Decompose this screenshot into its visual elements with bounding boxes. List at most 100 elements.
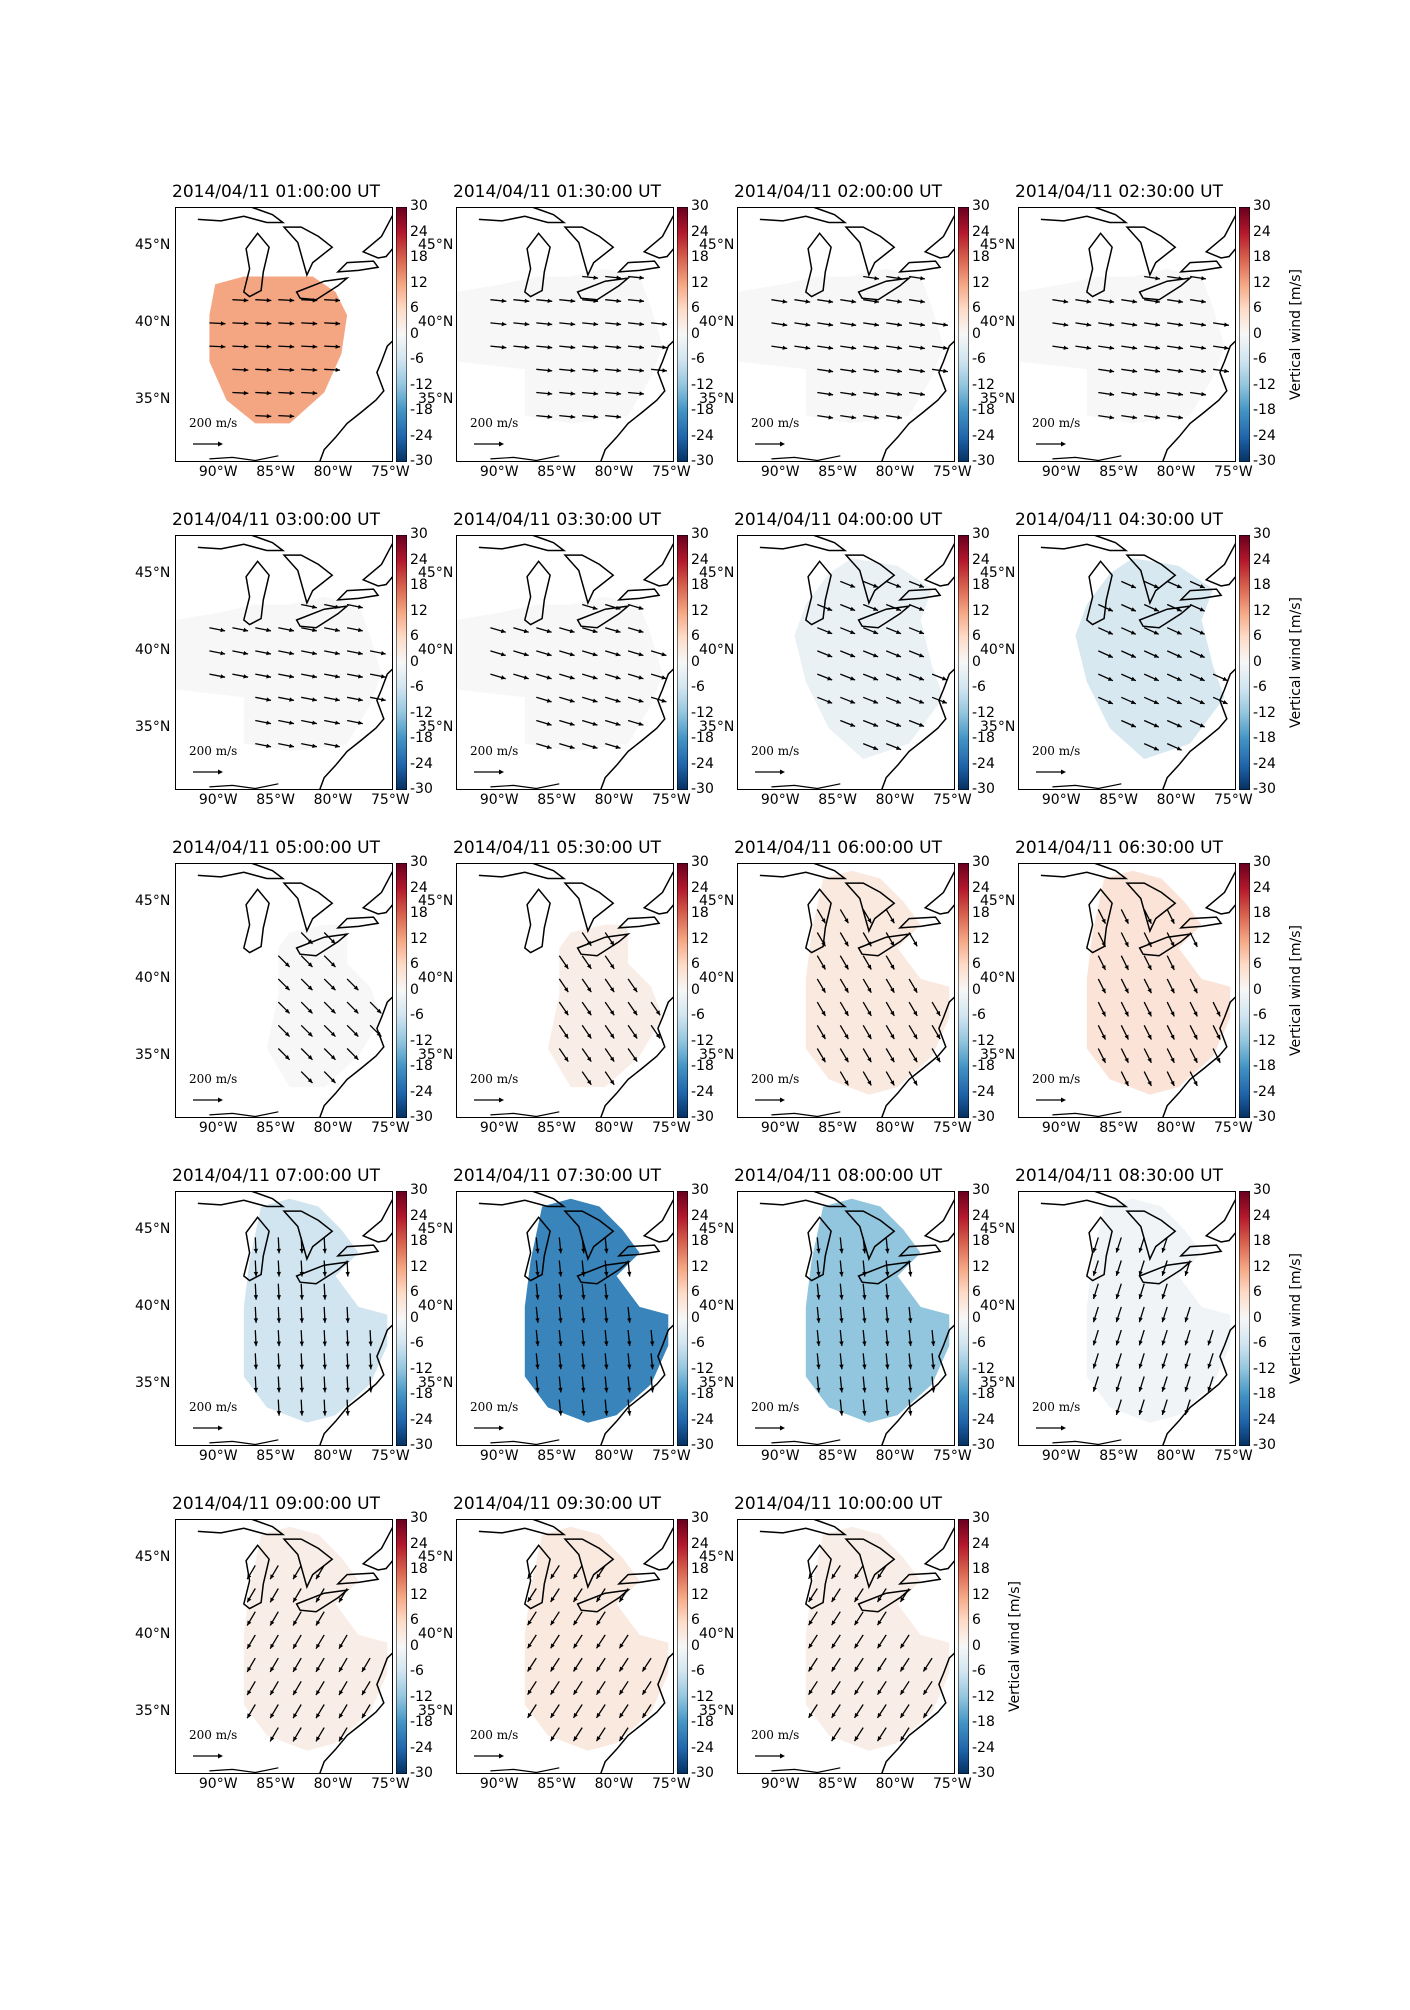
wind-arrow-head bbox=[593, 414, 599, 419]
colorbar-gradient bbox=[677, 207, 688, 462]
wind-arrow-head bbox=[1115, 1270, 1120, 1276]
scale-arrow-label: 200 m/s bbox=[189, 1072, 238, 1086]
wind-arrow-head bbox=[345, 1318, 350, 1323]
colorbar-tick-label: 0 bbox=[410, 325, 419, 342]
wind-arrow-head bbox=[885, 1318, 890, 1323]
wind-arrow-head bbox=[253, 1387, 259, 1393]
wind-arrow-head bbox=[335, 321, 341, 326]
coastline bbox=[599, 1198, 674, 1446]
wind-arrow-head bbox=[586, 1079, 592, 1085]
colorbar-tick-label: -12 bbox=[691, 376, 714, 393]
wind-arrow-head bbox=[919, 630, 924, 634]
colorbar-tick-label: 30 bbox=[972, 854, 990, 870]
wind-arrow-head bbox=[920, 322, 925, 327]
wind-arrow-head bbox=[1124, 1011, 1129, 1017]
wind-arrow-head bbox=[1147, 1057, 1152, 1063]
lake-outline bbox=[523, 1544, 551, 1610]
wind-arrow-head bbox=[247, 1713, 252, 1719]
scale-arrow-head bbox=[780, 769, 785, 775]
lake-outline bbox=[335, 1244, 380, 1257]
colorbar-tick-label: 24 bbox=[410, 551, 428, 568]
lake-outline bbox=[242, 560, 270, 626]
wind-arrow-head bbox=[831, 1573, 836, 1579]
wind-arrow-head bbox=[1184, 1340, 1189, 1346]
colorbar-tick-label: 18 bbox=[691, 249, 709, 265]
colorbar-gradient bbox=[1239, 207, 1250, 462]
colorbar-tick-label: 6 bbox=[972, 1612, 981, 1628]
vertical-wind-region bbox=[266, 924, 382, 1088]
coastline bbox=[318, 542, 393, 790]
colorbar-gradient bbox=[958, 1519, 969, 1774]
longitude-tick-label: 90°W bbox=[479, 792, 519, 808]
wind-arrow-head bbox=[808, 1643, 813, 1649]
wind-arrow-head bbox=[1155, 345, 1160, 350]
wind-arrow-head bbox=[1086, 322, 1092, 327]
wind-arrow-head bbox=[1107, 676, 1113, 681]
longitude-tick-label: 90°W bbox=[198, 1120, 238, 1136]
wind-arrow-head bbox=[816, 1318, 821, 1323]
coastline bbox=[599, 1526, 674, 1774]
wind-arrow-head bbox=[1132, 299, 1138, 304]
scale-arrow-head bbox=[780, 441, 785, 447]
wind-arrow-head bbox=[558, 1387, 563, 1393]
wind-arrow-head bbox=[270, 1620, 275, 1626]
wind-arrow-head bbox=[293, 1736, 298, 1742]
wind-arrow-head bbox=[808, 1573, 813, 1579]
longitude-tick-label: 75°W bbox=[1214, 1448, 1253, 1464]
wind-arrow-head bbox=[1193, 1011, 1198, 1017]
wind-arrow-head bbox=[289, 367, 295, 372]
panel-title: 2014/04/11 06:30:00 UT bbox=[1015, 838, 1223, 858]
wind-arrow-head bbox=[821, 1010, 826, 1016]
longitude-tick-label: 75°W bbox=[371, 792, 410, 808]
wind-arrow-head bbox=[890, 964, 895, 970]
colorbar-tick-label: -12 bbox=[972, 704, 995, 721]
wind-arrow-head bbox=[581, 1248, 586, 1254]
wind-arrow-head bbox=[547, 321, 553, 327]
longitude-tick-label: 85°W bbox=[1099, 792, 1138, 808]
latitude-tick-label: 40°N bbox=[699, 641, 735, 658]
wind-arrow-head bbox=[1199, 723, 1205, 728]
lake-superior-outline bbox=[1040, 863, 1129, 880]
wind-arrow-head bbox=[638, 605, 644, 610]
wind-arrow-head bbox=[335, 651, 340, 656]
coastline bbox=[1161, 214, 1236, 462]
longitude-tick-label: 90°W bbox=[1041, 792, 1081, 808]
longitude-tick-label: 85°W bbox=[256, 1448, 295, 1464]
wind-arrow-head bbox=[330, 985, 336, 991]
wind-arrow-head bbox=[1170, 1080, 1175, 1086]
wind-arrow-head bbox=[816, 1271, 821, 1277]
wind-arrow-head bbox=[1109, 392, 1115, 397]
wind-arrow-head bbox=[604, 1341, 609, 1346]
longitude-tick-label: 90°W bbox=[479, 1776, 519, 1792]
wind-arrow-head bbox=[1161, 1386, 1166, 1392]
wind-arrow-head bbox=[890, 987, 895, 993]
wind-arrow-head bbox=[655, 1033, 661, 1039]
latitude-tick-label: 35°N bbox=[699, 1375, 735, 1392]
wind-arrow-head bbox=[293, 1643, 298, 1649]
wind-arrow-head bbox=[322, 1295, 327, 1300]
latitude-tick-label: 35°N bbox=[980, 391, 1016, 408]
scale-arrow-head bbox=[499, 769, 504, 775]
wind-arrow-head bbox=[1193, 1080, 1198, 1086]
wind-arrow-head bbox=[619, 1597, 624, 1602]
wind-arrow-head bbox=[604, 1410, 609, 1416]
colorbar-tick-label: -30 bbox=[691, 1437, 714, 1453]
wind-arrow-head bbox=[1170, 918, 1175, 924]
wind-arrow-head bbox=[885, 1295, 890, 1300]
wind-arrow-head bbox=[500, 628, 506, 634]
wind-arrow-head bbox=[586, 1056, 592, 1062]
latitude-tick-label: 40°N bbox=[980, 313, 1016, 330]
coastline bbox=[880, 870, 955, 1118]
wind-arrow-head bbox=[908, 1387, 913, 1393]
colorbar-tick-label: 24 bbox=[691, 551, 709, 568]
wind-arrow-head bbox=[1132, 345, 1138, 350]
wind-arrow-head bbox=[632, 1033, 638, 1039]
wind-arrow-head bbox=[920, 392, 925, 397]
lake-outline bbox=[563, 226, 615, 278]
wind-arrow-head bbox=[627, 1410, 632, 1416]
colorbar-tick-label: -24 bbox=[410, 427, 433, 444]
wind-arrow-head bbox=[877, 1736, 882, 1742]
wind-arrow-head bbox=[867, 1010, 872, 1016]
wind-arrow-head bbox=[1176, 607, 1182, 612]
wind-arrow-head bbox=[527, 1689, 532, 1695]
